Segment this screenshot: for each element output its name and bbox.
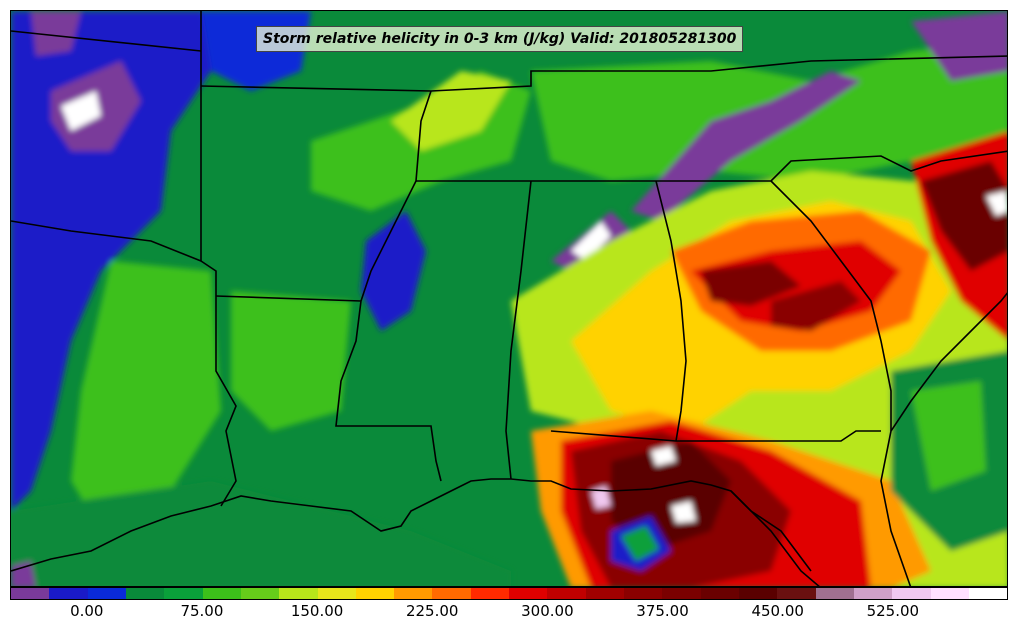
boundary-ok-ks (11, 30, 202, 52)
colorbar-swatch (317, 588, 356, 599)
map-title: Storm relative helicity in 0-3 km (J/kg)… (256, 26, 744, 52)
boundary-fl-pen (730, 490, 812, 572)
colorbar-swatch (125, 588, 165, 599)
colorbar-swatch (470, 588, 510, 599)
colorbar-swatch (662, 588, 701, 599)
boundary-tn-north (430, 55, 1007, 92)
field-ec-lightgreen (911, 381, 986, 491)
colorbar-swatch (355, 588, 395, 599)
colorbar-swatch (87, 588, 126, 599)
field-gulf-green (11, 481, 511, 586)
field-ne-purple-band (631, 71, 861, 221)
colorbar-tick-label: 300.00 (521, 602, 574, 620)
colorbar-tick-label: 0.00 (70, 602, 104, 620)
colorbar-swatch (164, 588, 203, 599)
field-nw-white (61, 91, 101, 131)
colorbar-swatch (738, 588, 778, 599)
colorbar (10, 587, 1008, 600)
colorbar-swatch (585, 588, 624, 599)
field-carolina-darkred (921, 161, 1007, 271)
boundary-ga-sc (770, 180, 892, 431)
field-sw-purple (11, 561, 36, 586)
colorbar-tick-label: 225.00 (405, 602, 459, 620)
colorbar-swatch (279, 588, 318, 599)
colorbar-swatch (49, 588, 88, 599)
field-north-yellowgreen (391, 71, 511, 151)
boundary-coastline (11, 478, 820, 586)
map-frame: Storm relative helicity in 0-3 km (J/kg)… (10, 10, 1008, 587)
colorbar-swatch (892, 588, 931, 599)
boundary-atlantic-coast (880, 292, 1007, 586)
boundary-n-tx (11, 220, 202, 262)
field-storm-white-2 (591, 486, 611, 509)
colorbar-tick-label: 75.00 (180, 602, 224, 620)
colorbar-swatch (968, 588, 1008, 599)
field-se-darkred (701, 261, 801, 306)
colorbar-tick-label: 150.00 (290, 602, 344, 620)
field-storm-white-1 (651, 446, 676, 466)
colorbar-tick-label: 525.00 (866, 602, 920, 620)
field-ne-purple-2 (911, 11, 1007, 81)
boundary-ark-north (200, 85, 432, 92)
colorbar-swatch (853, 588, 893, 599)
helicity-field (11, 11, 1007, 586)
field-miss-blue (361, 211, 426, 331)
helicity-map (11, 11, 1007, 586)
colorbar-swatch (509, 588, 548, 599)
boundary-ms-al (505, 180, 532, 480)
colorbar-swatch (547, 588, 586, 599)
boundary-ark-east (360, 90, 432, 302)
colorbar-tick-label: 375.00 (636, 602, 689, 620)
colorbar-swatch (11, 588, 50, 599)
colorbar-swatch (815, 588, 854, 599)
boundary-tx-ok-east (200, 11, 237, 507)
field-nw-purple-2 (31, 11, 81, 56)
field-ark-lightgreen (231, 291, 351, 431)
field-storm-eye-green (621, 526, 659, 561)
boundary-al-ga (655, 180, 687, 442)
field-texas-green (71, 261, 221, 531)
field-carolina-white (986, 191, 1007, 216)
colorbar-swatch (394, 588, 433, 599)
colorbar-labels: 0.00 75.00 150.00 225.00 300.00 375.00 450.00 5… (10, 602, 1008, 624)
boundary-ark-south (215, 295, 362, 302)
field-se-darkred-2 (771, 281, 861, 331)
boundaries (11, 11, 1007, 586)
boundary-la-east (335, 300, 442, 482)
field-storm-white-3 (671, 501, 696, 523)
colorbar-swatch (202, 588, 241, 599)
colorbar-swatch (240, 588, 280, 599)
colorbar-swatch (700, 588, 739, 599)
colorbar-tick-label: 450.00 (751, 602, 804, 620)
colorbar-swatch (624, 588, 663, 599)
boundary-fl-north (550, 430, 881, 442)
colorbar-swatch (432, 588, 471, 599)
field-ne-white (571, 221, 611, 261)
colorbar-swatch (930, 588, 969, 599)
colorbar-swatch (777, 588, 816, 599)
